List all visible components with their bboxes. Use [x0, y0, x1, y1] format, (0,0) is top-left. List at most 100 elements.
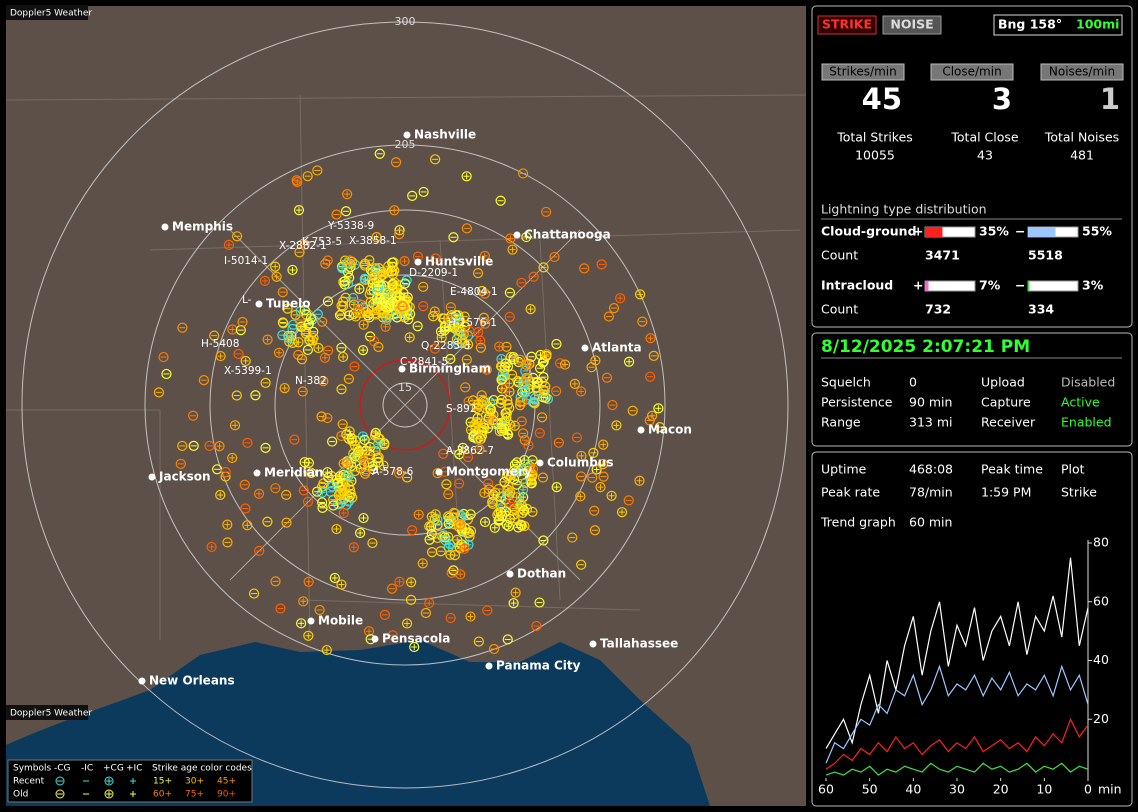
strike-symbol	[259, 275, 271, 286]
strike-symbol	[302, 496, 314, 507]
strike-symbol	[538, 535, 549, 546]
city-dot	[581, 344, 589, 352]
strike-symbol-sign	[395, 470, 402, 477]
strike-symbol	[481, 364, 492, 375]
strike-symbol	[365, 296, 376, 308]
rate-label: Noises/min	[1049, 65, 1115, 79]
strike-symbol-sign	[372, 430, 379, 437]
strike-symbol	[242, 520, 253, 531]
strike-symbol	[471, 417, 482, 428]
strike-symbol	[293, 205, 305, 216]
strike-symbol	[455, 519, 466, 530]
strike-symbol	[549, 251, 560, 263]
strike-symbol	[347, 454, 358, 465]
strike-symbol-sign	[597, 484, 604, 491]
strike-symbol	[299, 239, 310, 250]
strike-symbol	[538, 262, 549, 273]
strike-symbol	[335, 497, 346, 509]
strike-symbol	[534, 427, 545, 439]
strike-symbol	[253, 488, 265, 499]
type-count: 5518	[1028, 248, 1063, 263]
strike-symbol	[473, 636, 484, 647]
strike-symbol	[220, 466, 231, 478]
strike-symbol-sign	[496, 343, 503, 350]
x-tick-label: 10	[1036, 782, 1052, 797]
strike-symbol	[188, 410, 199, 421]
strike-symbol-sign	[373, 234, 380, 241]
status-text: Squelch	[821, 375, 871, 390]
strike-symbol-sign	[562, 361, 569, 368]
strike-symbol	[532, 376, 543, 387]
strike-symbol	[648, 350, 659, 361]
city-dot	[253, 469, 261, 477]
strike-symbol-sign	[295, 207, 302, 214]
strike-symbol	[350, 311, 361, 322]
noise-button[interactable]	[882, 15, 942, 35]
strike-symbol-sign	[529, 466, 536, 473]
strike-symbol	[528, 271, 539, 282]
stats-text: Peak time	[981, 462, 1043, 477]
strike-symbol	[298, 485, 309, 496]
strike-button[interactable]	[817, 15, 877, 35]
strike-symbol-sign	[619, 509, 626, 516]
strike-symbol-sign	[438, 334, 445, 341]
strike-symbol-sign	[521, 507, 528, 514]
strike-symbol	[175, 458, 186, 469]
strike-symbol-sign	[520, 486, 527, 493]
strike-symbol	[322, 255, 333, 266]
strike-symbol	[405, 309, 416, 320]
strike-symbol	[322, 296, 334, 307]
status-text: Active	[1061, 395, 1100, 410]
strike-symbol	[281, 489, 292, 500]
strike-symbol	[479, 487, 490, 499]
strike-symbol	[445, 353, 456, 365]
strike-symbol	[488, 643, 500, 655]
strike-symbol-sign	[281, 385, 288, 392]
percent-label: 35%	[979, 224, 1009, 239]
strike-symbol	[517, 396, 528, 407]
strike-symbol-sign	[305, 578, 312, 585]
percent-track	[1027, 280, 1079, 292]
storm-label: A-578-6	[372, 466, 414, 478]
strike-symbol	[448, 232, 459, 243]
stats-text: 78/min	[909, 485, 953, 500]
strike-symbol-sign	[505, 431, 512, 438]
city-dot	[589, 640, 597, 648]
strike-symbol	[527, 463, 538, 475]
strike-symbol	[161, 368, 172, 380]
strike-symbol-sign	[505, 523, 512, 530]
strike-symbol	[301, 309, 312, 320]
strike-symbol-sign	[626, 358, 633, 365]
strike-symbol	[531, 620, 542, 632]
strike-symbol	[451, 334, 462, 345]
strike-symbol-sign	[430, 313, 437, 320]
storm-label: A-3862-7	[446, 445, 494, 457]
strike-symbol-sign	[295, 339, 302, 346]
storm-label: X-2882-1	[279, 240, 327, 252]
stats-text: 468:08	[909, 462, 953, 477]
strike-symbol-sign	[411, 643, 418, 650]
storm-label: H-1576-1	[448, 317, 497, 329]
strike-symbol	[250, 390, 261, 401]
strike-symbol-sign	[524, 362, 531, 369]
strike-symbol	[358, 319, 369, 330]
strike-symbol	[534, 597, 545, 608]
strike-symbol	[248, 588, 260, 599]
strike-symbol	[537, 472, 549, 483]
city-label: Panama City	[496, 659, 581, 673]
strike-symbol-sign	[553, 484, 560, 491]
city-dot	[536, 459, 544, 467]
strike-symbol	[501, 471, 512, 482]
strike-symbol	[453, 478, 465, 489]
legend-sign	[106, 778, 112, 784]
strike-symbol	[367, 464, 379, 475]
strike-symbol	[333, 490, 344, 501]
strike-symbol	[576, 471, 587, 482]
strike-symbol	[333, 477, 344, 488]
city-label: Atlanta	[592, 341, 642, 355]
status-text: Capture	[981, 395, 1031, 410]
strike-symbol	[359, 434, 370, 445]
strike-symbol	[487, 496, 498, 508]
y-tick-label: 40	[1093, 652, 1109, 667]
